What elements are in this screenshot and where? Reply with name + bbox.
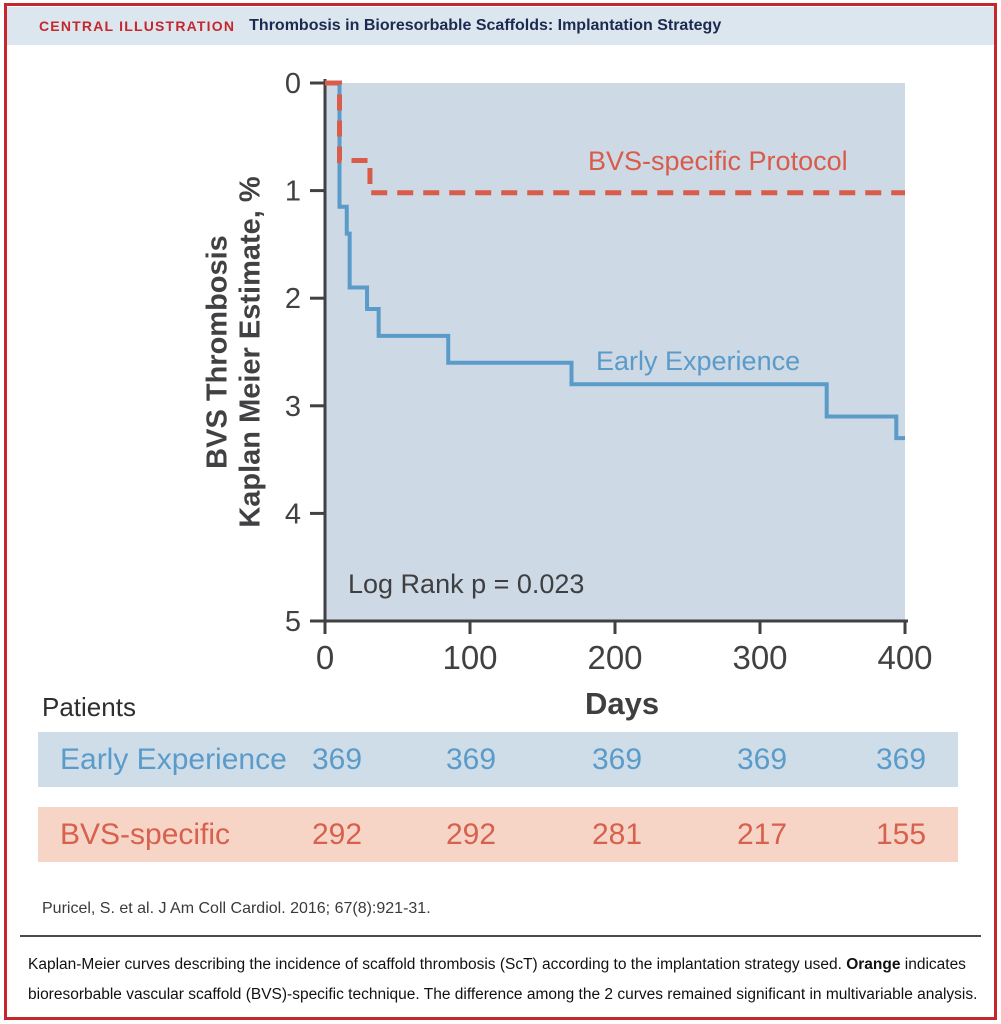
risk-value: 369 <box>311 742 363 776</box>
figure-header: CENTRAL ILLUSTRATION Thrombosis in Biore… <box>7 7 994 45</box>
risk-row-bvs-specific: BVS-specific 292 292 281 217 155 <box>38 807 958 862</box>
risk-table-title: Patients <box>42 692 136 722</box>
x-axis-title: Days <box>584 686 660 721</box>
risk-value: 369 <box>875 742 927 776</box>
y-axis-title-line2: Kaplan Meier Estimate, % <box>235 176 267 528</box>
risk-value: 292 <box>445 817 497 851</box>
risk-value: 217 <box>736 817 788 851</box>
caption-text: indicates bioresorbable vascular scaffol… <box>28 956 978 1004</box>
risk-value: 155 <box>875 817 927 851</box>
footer-divider <box>20 935 981 937</box>
risk-row-early-experience: Early Experience 369 369 369 369 369 <box>38 732 958 787</box>
risk-row-label: BVS-specific <box>60 817 231 851</box>
curve-label-bvs-specific-protocol: BVS-specific Protocol <box>588 146 848 176</box>
risk-value: 369 <box>445 742 497 776</box>
risk-value: 292 <box>311 817 363 851</box>
figure-title: Thrombosis in Bioresorbable Scaffolds: I… <box>249 17 722 34</box>
y-axis-title: BVS Thrombosis Kaplan Meier Estimate, % <box>202 176 269 527</box>
citation: Puricel, S. et al. J Am Coll Cardiol. 20… <box>42 900 431 917</box>
figure-red-frame <box>4 3 997 1020</box>
y-axis-title-line1: BVS Thrombosis <box>201 235 234 469</box>
curve-label-early-experience: Early Experience <box>596 346 801 376</box>
risk-value: 369 <box>591 742 643 776</box>
caption-text: Kaplan-Meier curves describing the incid… <box>28 956 847 973</box>
risk-row-label: Early Experience <box>60 742 287 776</box>
central-illustration-kicker: CENTRAL ILLUSTRATION <box>39 18 236 34</box>
figure-caption: Kaplan-Meier curves describing the incid… <box>28 950 978 1010</box>
risk-value: 281 <box>591 817 643 851</box>
caption-bold-orange: Orange <box>846 956 901 973</box>
log-rank-annotation: Log Rank p = 0.023 <box>348 569 585 599</box>
risk-value: 369 <box>736 742 788 776</box>
